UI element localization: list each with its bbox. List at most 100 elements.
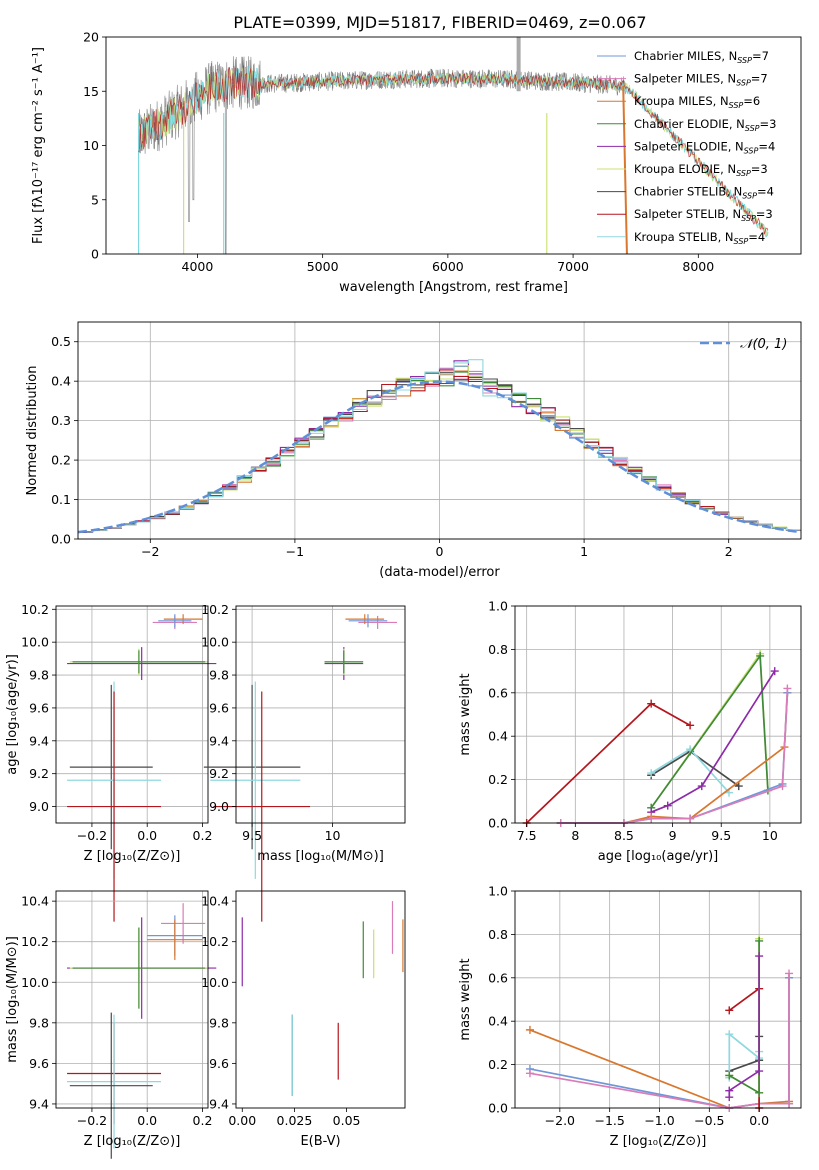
y-tick-label: 9.0: [209, 799, 229, 814]
y-tick-label: 0.3: [51, 413, 71, 428]
x-tick-label: −0.2: [77, 1113, 107, 1128]
x-axis-label: Z [log₁₀(Z/Z⊙)]: [84, 849, 181, 864]
x-tick-label: 0.0: [137, 1113, 157, 1128]
x-tick-label: 0.00: [228, 1113, 256, 1128]
y-tick-label: 10.0: [201, 975, 229, 990]
x-tick-label: 10: [325, 828, 341, 843]
weight-marker: [686, 721, 695, 730]
spectrum-legend: Chabrier MILES, NSSP=7 Salpeter MILES, NS…: [597, 49, 776, 246]
axes-age-vs-Z: −0.2 0.0 0.2 9.0 9.2 9.4 9.6 9.8 10.0 10.2 Z [log₁…: [5, 602, 217, 922]
weight-marker: [697, 782, 706, 791]
y-tick-label: 10.2: [201, 934, 229, 949]
plot-mass-vs-ebv: [241, 901, 404, 1096]
x-axis-label: wavelength [Angstrom, rest frame]: [339, 280, 568, 295]
weight-marker: [778, 782, 787, 791]
weight-marker: [756, 651, 765, 660]
weight-line: [650, 670, 776, 813]
y-axis-label: Flux [fλ10⁻¹⁷ erg cm⁻² s⁻¹ A⁻¹]: [31, 47, 46, 244]
axes-mass-vs-ebv: 0.00 0.025 0.05 9.4 9.6 9.8 10.0 10.2 10.4 E(B-V): [201, 890, 406, 1149]
y-tick-label: 10.4: [21, 894, 49, 909]
x-tick-label: 1: [580, 544, 588, 559]
plot-age-vs-mass: [203, 614, 397, 922]
y-tick-label: 9.6: [29, 700, 49, 715]
y-tick-label: 9.8: [209, 668, 229, 683]
histogram-step: [78, 359, 801, 533]
y-tick-label: 9.4: [209, 733, 229, 748]
frame-spectrum: 4000 5000 6000 7000 8000 0 5 10 15 20 wavelength […: [31, 30, 802, 295]
y-axis-label: age [log₁₀(age/yr)]: [5, 654, 20, 775]
weight-marker: [783, 684, 792, 693]
x-tick-label: 0.025: [277, 1113, 313, 1128]
axes-mass-vs-Z: −0.2 0.0 0.2 9.4 9.6 9.8 10.0 10.2 10.4 Z [log₁₀(…: [5, 890, 217, 1159]
y-tick-label: 0.4: [51, 374, 71, 389]
y-tick-label: 0.1: [51, 492, 71, 507]
weight-marker: [725, 1030, 734, 1039]
spectrum-model-line: [138, 65, 769, 235]
plot-age-vs-Z: [67, 614, 217, 922]
y-tick-label: 9.4: [29, 733, 49, 748]
plot-spectrum: [138, 37, 769, 255]
y-tick-label: 9.6: [29, 1056, 49, 1071]
plot-residuals: [77, 359, 802, 534]
x-tick-label: 10: [762, 828, 778, 843]
y-tick-label: 9.6: [209, 700, 229, 715]
weight-marker: [663, 801, 672, 810]
y-axis-label: mass [log₁₀(M/M⊙)]: [5, 936, 20, 1063]
x-tick-label: −1: [286, 544, 304, 559]
y-tick-label: 20: [83, 30, 99, 45]
x-axis-label: E(B-V): [300, 1134, 340, 1149]
y-tick-label: 0.0: [488, 816, 508, 831]
x-axis-label: Z [log₁₀(Z/Z⊙)]: [84, 1134, 181, 1149]
weight-marker: [755, 936, 764, 945]
y-tick-label: 0.4: [488, 729, 508, 744]
y-tick-label: 9.2: [29, 766, 49, 781]
frame-mass-vs-ebv: 0.00 0.025 0.05 9.4 9.6 9.8 10.0 10.2 10.4 E(B-V): [201, 890, 406, 1149]
y-tick-label: 0.5: [51, 334, 71, 349]
weight-marker: [686, 814, 695, 823]
spectrum-title: PLATE=0399, MJD=51817, FIBERID=0469, z=0…: [233, 13, 646, 32]
x-tick-label: 2: [725, 544, 733, 559]
y-tick-label: 9.4: [209, 1096, 229, 1111]
weight-marker: [647, 769, 656, 778]
x-tick-label: 4000: [182, 259, 214, 274]
x-tick-label: 6000: [432, 259, 464, 274]
y-tick-label: 9.8: [29, 668, 49, 683]
y-tick-label: 10.0: [21, 635, 49, 650]
y-tick-label: 10.0: [21, 975, 49, 990]
y-tick-label: 5: [91, 192, 99, 207]
frame-mass-vs-Z: −0.2 0.0 0.2 9.4 9.6 9.8 10.0 10.2 10.4 Z [log₁₀(…: [5, 890, 213, 1149]
plot-mass-vs-Z: [67, 903, 217, 1159]
weight-marker: [785, 1099, 794, 1108]
axes-weight-vs-age: 7.5 8 8.5 9 9.5 10 0.0 0.2 0.4 0.6 0.8 1.0 age [log₁…: [458, 599, 802, 864]
weight-marker: [647, 814, 656, 823]
x-tick-label: −1.5: [594, 1113, 624, 1128]
axes-frame: [235, 890, 406, 1109]
weight-marker: [725, 1086, 734, 1095]
y-tick-label: 10.0: [201, 635, 229, 650]
legend-entry: Chabrier ELODIE, NSSP=3: [634, 117, 776, 133]
x-tick-label: −0.5: [694, 1113, 724, 1128]
frame-age-vs-Z: −0.2 0.0 0.2 9.0 9.2 9.4 9.6 9.8 10.0 10.2 Z [log₁…: [5, 602, 212, 864]
x-tick-label: 7.5: [517, 828, 537, 843]
x-tick-label: 0.05: [333, 1113, 361, 1128]
y-tick-label: 9.8: [209, 1015, 229, 1030]
x-tick-label: 8000: [682, 259, 714, 274]
y-tick-label: 15: [83, 84, 99, 99]
weight-marker: [525, 1025, 534, 1034]
y-tick-label: 0.0: [488, 1101, 508, 1116]
legend-entry: Salpeter ELODIE, NSSP=4: [634, 139, 775, 155]
y-tick-label: 0.8: [488, 927, 508, 942]
x-tick-label: 8.5: [614, 828, 634, 843]
y-tick-label: 10.2: [201, 602, 229, 617]
weight-marker: [647, 699, 656, 708]
frame-residuals: −2 −1 0 1 2 0.0 0.1 0.2 0.3 0.4 0.5 (data-model)/er…: [25, 321, 802, 580]
y-axis-label: mass weight: [458, 958, 473, 1040]
y-tick-label: 10.2: [21, 934, 49, 949]
gauss-legend-label: 𝒩(0, 1): [740, 337, 787, 352]
axes-frame: [514, 605, 802, 824]
gauss-curve: [77, 380, 802, 534]
x-axis-label: age [log₁₀(age/yr)]: [598, 849, 719, 864]
x-tick-label: 0.2: [193, 1113, 213, 1128]
